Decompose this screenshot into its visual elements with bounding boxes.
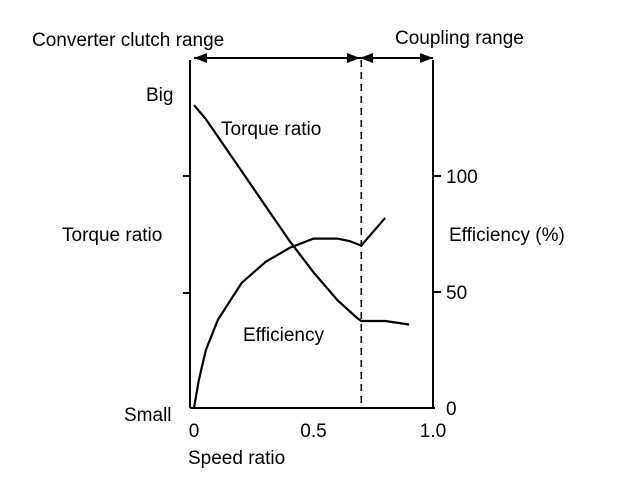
x-tick-label: 1.0 (420, 421, 446, 442)
arrow-head-mid-right (360, 53, 373, 63)
torque-ratio-curve (193, 104, 410, 326)
coupling-range-label: Coupling range (395, 28, 524, 49)
right-tick-label: 100 (446, 167, 478, 188)
right-axis-label: Efficiency (%) (449, 225, 565, 246)
efficiency-curve (192, 217, 387, 409)
efficiency-series-label: Efficiency (243, 325, 324, 346)
x-axis-label: Speed ratio (188, 448, 285, 469)
left-axis-top-label: Big (146, 85, 173, 106)
x-tick-label: 0.5 (300, 421, 326, 442)
right-axis-ticks: 0 50 100 (433, 167, 478, 420)
left-axis-bottom-label: Small (124, 405, 172, 426)
arrow-head-left (194, 53, 207, 63)
range-arrows (194, 53, 433, 63)
x-tick-labels: 0 0.5 1.0 (189, 421, 447, 442)
arrow-head-right (420, 53, 433, 63)
right-tick-label: 0 (446, 399, 457, 420)
arrow-head-mid-left (347, 53, 360, 63)
x-tick-label: 0 (189, 421, 200, 442)
left-axis-label: Torque ratio (62, 225, 162, 246)
right-tick-label: 50 (446, 283, 467, 304)
converter-range-label: Converter clutch range (32, 30, 224, 51)
torque-ratio-series-label: Torque ratio (221, 119, 321, 140)
